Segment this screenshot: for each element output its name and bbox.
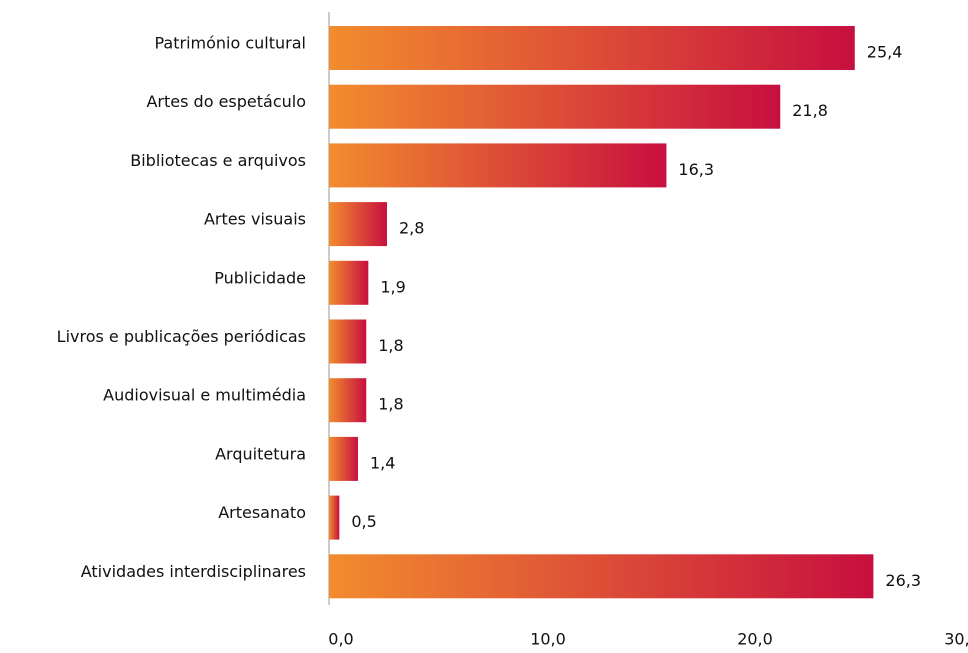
value-label: 2,8 xyxy=(399,219,424,238)
value-label: 1,8 xyxy=(378,395,403,414)
value-label: 25,4 xyxy=(867,43,903,62)
value-label: 26,3 xyxy=(885,571,921,590)
value-label: 0,5 xyxy=(351,512,376,531)
y-tick-label: Património cultural xyxy=(155,34,307,53)
value-label: 1,8 xyxy=(378,336,403,355)
x-tick-label: 10,0 xyxy=(530,630,566,649)
y-tick-label: Atividades interdisciplinares xyxy=(81,562,306,581)
bar xyxy=(329,319,367,364)
bar xyxy=(329,436,358,481)
y-tick-label: Artes do espetáculo xyxy=(146,92,306,111)
x-tick-label: 0,0 xyxy=(328,630,353,649)
y-tick-label: Bibliotecas e arquivos xyxy=(130,151,306,170)
bar xyxy=(329,554,874,599)
value-label: 16,3 xyxy=(678,160,714,179)
x-tick-label: 20,0 xyxy=(737,630,773,649)
bar xyxy=(329,495,340,540)
value-label: 21,8 xyxy=(792,101,828,120)
y-tick-label: Audiovisual e multimédia xyxy=(103,386,306,405)
bar xyxy=(329,84,781,129)
bar xyxy=(329,378,367,423)
y-tick-label: Arquitetura xyxy=(215,444,306,463)
x-tick-label: 30,0 xyxy=(944,630,968,649)
y-tick-label: Artesanato xyxy=(218,503,306,522)
bar xyxy=(329,260,369,305)
bar xyxy=(329,26,855,70)
bar xyxy=(329,143,667,188)
y-tick-label: Artes visuais xyxy=(204,210,306,229)
value-label: 1,4 xyxy=(370,453,395,472)
value-label: 1,9 xyxy=(380,277,405,296)
bar xyxy=(329,202,387,247)
y-tick-label: Livros e publicações periódicas xyxy=(57,327,306,346)
y-tick-label: Publicidade xyxy=(214,268,306,287)
